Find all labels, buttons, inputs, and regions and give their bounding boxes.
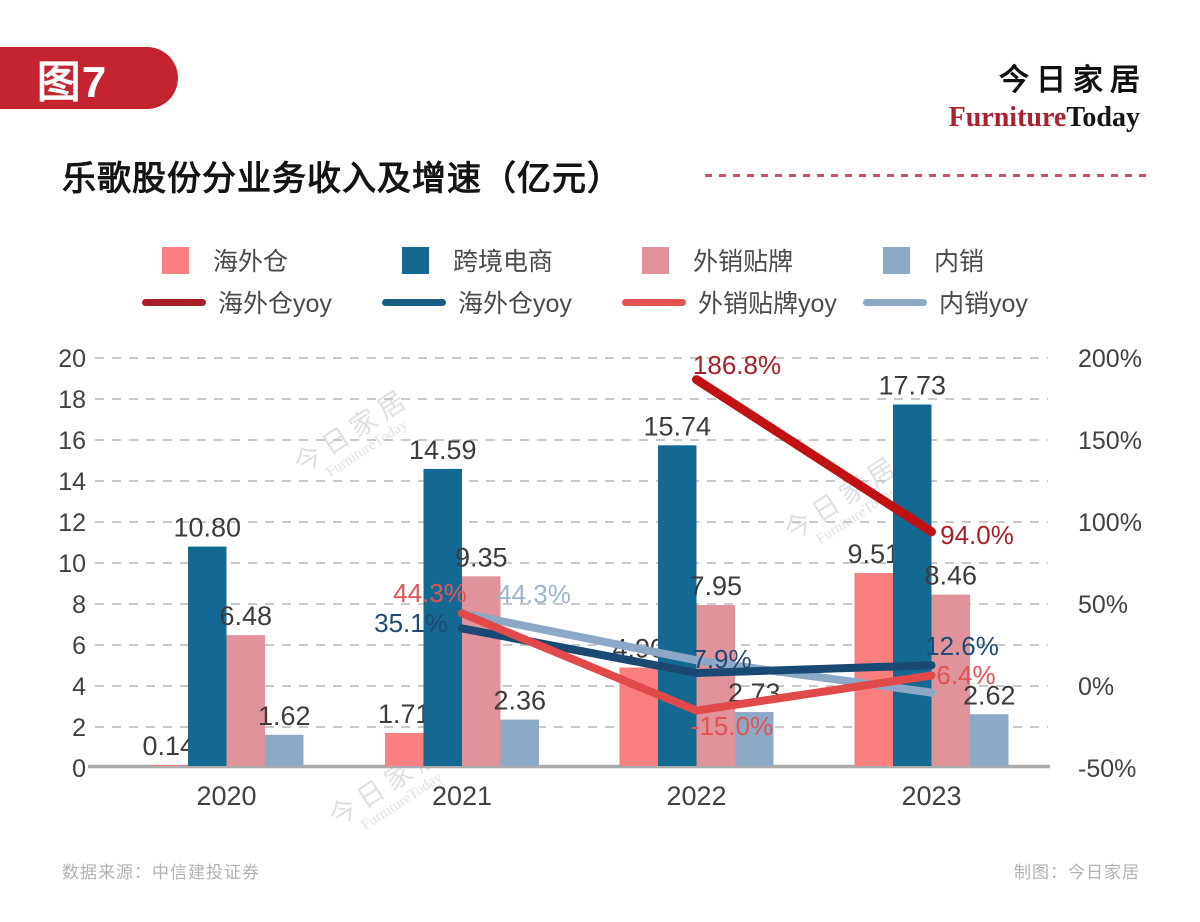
yoy-value-label: 12.6% [925, 631, 999, 661]
right-tick-label: 100% [1078, 509, 1142, 537]
x-tick-label: 2022 [666, 781, 726, 811]
bar-value-label: 15.74 [643, 411, 711, 441]
bar-value-label: 14.59 [409, 435, 477, 465]
legend-label: 内销yoy [939, 290, 1028, 318]
bar-海外仓-2021 [385, 732, 424, 766]
bar-value-label: 9.51 [847, 539, 900, 569]
left-tick-label: 10 [58, 550, 86, 578]
legend-swatch [883, 246, 910, 274]
bar-value-label: 0.14 [142, 731, 195, 761]
legend-line-swatch [863, 298, 927, 306]
left-tick-label: 20 [58, 345, 86, 373]
left-tick-label: 4 [72, 673, 86, 701]
title-dashed-line [705, 174, 1148, 177]
bar-value-label: 8.46 [924, 561, 977, 591]
bar-value-label: 9.35 [455, 542, 508, 572]
brand-logo-en: FurnitureToday [949, 102, 1140, 134]
legend-label: 内销 [934, 248, 985, 276]
yoy-line-外销贴牌yoy [458, 609, 936, 715]
x-tick-label: 2021 [432, 781, 492, 811]
legend-item-bar: 海外仓 [162, 246, 288, 276]
bar-外销贴牌-2023 [931, 594, 970, 766]
legend-swatch [162, 246, 189, 274]
bar-内销-2021 [500, 719, 539, 766]
bar-value-label: 1.62 [258, 701, 311, 731]
legend-item-bar: 跨境电商 [402, 246, 553, 276]
bar-value-label: 1.71 [378, 699, 431, 729]
bar-海外仓-2020 [149, 765, 188, 766]
legend-item-bar: 内销 [883, 246, 984, 276]
legend-swatch [402, 246, 429, 274]
bar-跨境电商-2023 [893, 404, 932, 766]
bar-跨境电商-2021 [423, 468, 462, 766]
credit-note: 制图：今日家居 [1014, 863, 1140, 882]
yoy-line-海外仓yoy [692, 375, 936, 537]
legend-label: 海外仓yoy [218, 290, 332, 318]
brand-logo-cn: 今日家居 [999, 64, 1147, 97]
bar-内销-2020 [265, 734, 304, 766]
legend-swatch [642, 246, 669, 274]
left-tick-label: 14 [58, 468, 86, 496]
right-tick-label: 50% [1078, 591, 1128, 619]
yoy-value-label: -15.0% [691, 711, 773, 741]
legend-item-line: 海外仓yoy [142, 288, 332, 318]
yoy-value-label: 186.8% [693, 350, 781, 380]
legend-item-bar: 外销贴牌 [642, 246, 793, 276]
data-source-note: 数据来源：中信建投证券 [62, 863, 260, 882]
legend-line-swatch [622, 298, 686, 306]
right-tick-label: 200% [1078, 345, 1142, 373]
bar-value-label: 6.48 [219, 601, 272, 631]
legend-label: 外销贴牌 [693, 248, 794, 276]
legend-label: 海外仓 [213, 248, 289, 276]
right-tick-label: -50% [1078, 755, 1136, 783]
left-tick-label: 8 [72, 591, 86, 619]
legend-label: 外销贴牌yoy [698, 290, 837, 318]
left-tick-label: 2 [72, 714, 86, 742]
bar-跨境电商-2022 [658, 445, 697, 766]
bar-内销-2022 [735, 712, 774, 766]
bar-value-label: 2.36 [493, 686, 546, 716]
left-tick-label: 0 [72, 755, 86, 783]
left-tick-label: 16 [58, 427, 86, 455]
yoy-value-label: 44.3% [497, 579, 571, 609]
legend-item-line: 外销贴牌yoy [622, 288, 837, 318]
x-tick-label: 2020 [196, 781, 256, 811]
bar-外销贴牌-2021 [462, 576, 501, 766]
yoy-value-label: 94.0% [940, 520, 1014, 550]
yoy-value-label: 7.9% [692, 644, 751, 674]
figure-badge-label: 图7 [36, 58, 108, 107]
right-tick-label: 150% [1078, 427, 1142, 455]
yoy-value-label: 6.4% [936, 660, 995, 690]
yoy-value-label: 44.3% [393, 578, 467, 608]
brand-logo: 今日家居 FurnitureToday [949, 55, 1140, 134]
x-tick-label: 2023 [901, 781, 961, 811]
legend-item-line: 内销yoy [863, 288, 1028, 318]
chart-title: 乐歌股份分业务收入及增速（亿元） [62, 160, 622, 198]
right-tick-label: 0% [1078, 673, 1114, 701]
bar-外销贴牌-2022 [696, 605, 735, 766]
yoy-value-label: 35.1% [374, 608, 448, 638]
brand-logo-today: Today [1066, 102, 1140, 133]
bar-value-label: 7.95 [689, 571, 742, 601]
bar-内销-2023 [970, 714, 1009, 766]
brand-logo-furniture: Furniture [948, 102, 1067, 133]
bar-value-label: 17.73 [878, 371, 946, 401]
left-tick-label: 18 [58, 386, 86, 414]
bar-value-label: 2.62 [963, 680, 1016, 710]
left-tick-label: 6 [72, 632, 86, 660]
left-tick-label: 12 [58, 509, 86, 537]
bar-value-label: 10.80 [173, 513, 241, 543]
bar-外销贴牌-2020 [226, 635, 265, 766]
legend-item-line: 海外仓yoy [382, 288, 572, 318]
figure-badge: 图7 [0, 47, 178, 109]
yoy-line-内销yoy [458, 609, 936, 697]
bar-跨境电商-2020 [188, 546, 227, 766]
legend-label: 跨境电商 [453, 248, 554, 276]
legend-label: 海外仓yoy [458, 290, 572, 318]
legend-line-swatch [142, 298, 206, 306]
legend-line-swatch [382, 298, 446, 306]
